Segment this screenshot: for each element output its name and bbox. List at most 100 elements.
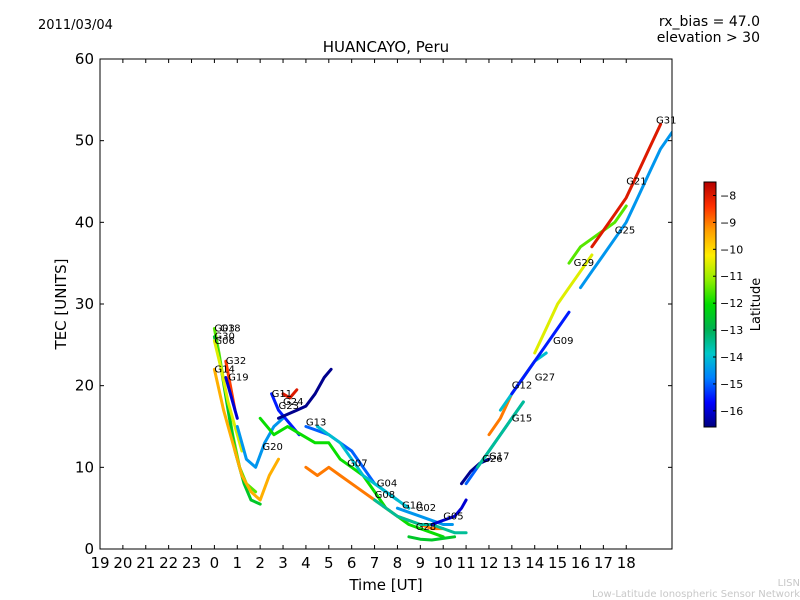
x-tick-label-16: 11 bbox=[457, 554, 476, 572]
prn-label-3: G06 bbox=[214, 336, 234, 347]
prn-label-22: G12 bbox=[512, 381, 532, 392]
prn-label-2: G30 bbox=[214, 332, 234, 343]
x-tick-label-13: 8 bbox=[393, 554, 403, 572]
series-line-g04 bbox=[315, 425, 411, 510]
series-line-g19 bbox=[224, 376, 239, 420]
x-tick-label-12: 7 bbox=[370, 554, 380, 572]
x-tick-label-8: 3 bbox=[278, 554, 288, 572]
prn-label-18: G28 bbox=[416, 522, 436, 533]
series-line-g02 bbox=[395, 506, 454, 526]
y-tick-label-0: 0 bbox=[84, 540, 94, 558]
series-line-g24 bbox=[281, 388, 299, 400]
x-tick-label-5: 0 bbox=[210, 554, 220, 572]
prn-label-28: G31 bbox=[656, 115, 676, 126]
prn-label-19: G26 bbox=[482, 454, 502, 465]
colorbar-tick-label-5: −13 bbox=[720, 324, 743, 337]
y-axis-label: TEC [UNITS] bbox=[52, 259, 70, 351]
x-tick-label-11: 6 bbox=[347, 554, 357, 572]
series-line-g20 bbox=[235, 416, 285, 469]
x-tick-label-4: 23 bbox=[182, 554, 201, 572]
x-tick-label-1: 20 bbox=[113, 554, 132, 572]
prn-label-8: G24 bbox=[283, 397, 303, 408]
series-line-g09 bbox=[510, 310, 571, 396]
x-tick-label-9: 4 bbox=[301, 554, 311, 572]
prn-label-15: G10 bbox=[402, 501, 422, 512]
prn-label-13: G04 bbox=[377, 479, 397, 490]
chart-title: HUANCAYO, Peru bbox=[323, 38, 449, 56]
prn-label-17: G05 bbox=[443, 511, 463, 522]
x-tick-label-23: 18 bbox=[617, 554, 636, 572]
footer-network-name: Low-Latitude Ionospheric Sensor Network bbox=[592, 589, 800, 600]
prn-label-9: G23 bbox=[279, 401, 299, 412]
x-tick-label-14: 9 bbox=[416, 554, 426, 572]
colorbar-tick-label-7: −15 bbox=[720, 378, 743, 391]
x-tick-label-18: 13 bbox=[502, 554, 521, 572]
prn-label-20: G17 bbox=[489, 452, 509, 463]
x-tick-label-15: 10 bbox=[434, 554, 453, 572]
colorbar-tick-label-4: −12 bbox=[720, 297, 743, 310]
colorbar-label: Latitude bbox=[749, 278, 764, 332]
colorbar-tick-label-1: −9 bbox=[720, 216, 736, 229]
plot-frame bbox=[99, 58, 673, 550]
prn-label-26: G25 bbox=[615, 226, 635, 237]
prn-label-21: G15 bbox=[512, 413, 532, 424]
prn-label-1: G18 bbox=[220, 324, 240, 335]
colorbar-tick-label-8: −16 bbox=[720, 405, 743, 418]
series-line-g15 bbox=[476, 400, 525, 469]
y-tick-label-2: 20 bbox=[75, 377, 94, 395]
prn-label-12: G07 bbox=[347, 458, 367, 469]
prn-label-24: G09 bbox=[553, 336, 573, 347]
colorbar-tick-label-3: −11 bbox=[720, 270, 743, 283]
colorbar-tick-label-6: −14 bbox=[720, 351, 743, 364]
x-tick-label-2: 21 bbox=[136, 554, 155, 572]
x-tick-label-6: 1 bbox=[233, 554, 243, 572]
x-tick-label-3: 22 bbox=[159, 554, 178, 572]
x-tick-label-0: 19 bbox=[90, 554, 109, 572]
prn-label-0: G03 bbox=[214, 324, 234, 335]
series-line-g31 bbox=[579, 131, 672, 290]
prn-label-23: G27 bbox=[535, 373, 555, 384]
elevation-label: elevation > 30 bbox=[656, 30, 760, 46]
y-tick-label-5: 50 bbox=[75, 132, 94, 150]
x-tick-label-19: 14 bbox=[525, 554, 544, 572]
colorbar-tick-label-2: −10 bbox=[720, 243, 743, 256]
x-tick-label-20: 15 bbox=[548, 554, 567, 572]
series-line-g25 bbox=[567, 204, 628, 265]
prn-label-7: G11 bbox=[272, 389, 292, 400]
prn-label-6: G19 bbox=[228, 373, 248, 384]
series-line-g05 bbox=[430, 498, 468, 526]
x-tick-label-17: 12 bbox=[479, 554, 498, 572]
series-line-g21 bbox=[590, 122, 663, 249]
y-tick-label-4: 40 bbox=[75, 213, 94, 231]
rx-bias-label: rx_bias = 47.0 bbox=[658, 14, 760, 30]
series-line-g14 bbox=[212, 367, 280, 502]
footer-network-abbrev: LISN bbox=[777, 578, 800, 589]
colorbar-tick-label-0: −8 bbox=[720, 189, 736, 202]
x-axis-label: Time [UT] bbox=[348, 576, 422, 594]
date-label: 2011/03/04 bbox=[38, 18, 113, 33]
x-tick-label-10: 5 bbox=[324, 554, 334, 572]
y-tick-label-1: 10 bbox=[75, 458, 94, 476]
series-line-g06 bbox=[212, 339, 244, 453]
series-line-g29 bbox=[533, 253, 594, 355]
series-line-g26 bbox=[460, 457, 491, 486]
series-group bbox=[212, 122, 672, 542]
prn-label-14: G08 bbox=[375, 490, 395, 501]
series-line-g23 bbox=[277, 367, 333, 420]
series-line-g28 bbox=[407, 535, 457, 542]
prn-label-25: G29 bbox=[574, 258, 594, 269]
prn-label-27: G21 bbox=[626, 177, 646, 188]
colorbar bbox=[703, 181, 717, 428]
prn-label-11: G20 bbox=[262, 442, 282, 453]
y-tick-label-3: 30 bbox=[75, 295, 94, 313]
x-tick-label-21: 16 bbox=[571, 554, 590, 572]
prn-label-4: G32 bbox=[226, 356, 246, 367]
x-tick-label-22: 17 bbox=[594, 554, 613, 572]
prn-label-10: G13 bbox=[306, 417, 326, 428]
prn-label-16: G02 bbox=[416, 503, 436, 514]
series-line-g10 bbox=[373, 498, 468, 535]
prn-label-5: G14 bbox=[214, 364, 234, 375]
x-tick-label-7: 2 bbox=[255, 554, 265, 572]
series-line-g13 bbox=[258, 416, 445, 539]
